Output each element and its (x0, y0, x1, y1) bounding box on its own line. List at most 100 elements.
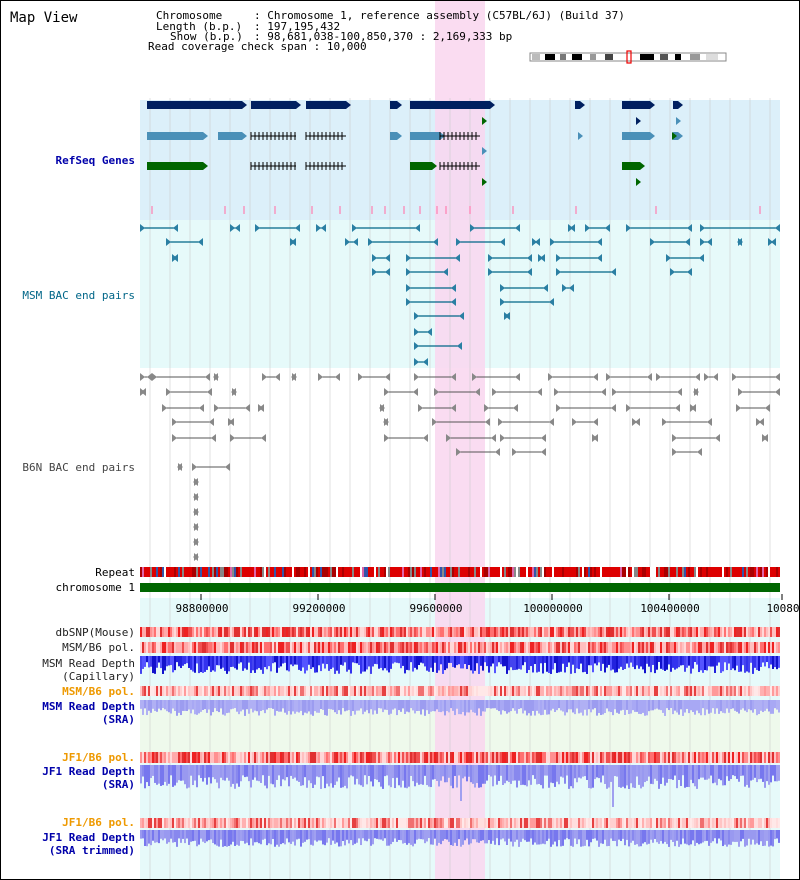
dbsnp-strip (534, 627, 536, 637)
bac-end (775, 373, 780, 381)
repeat-mark (272, 567, 274, 577)
jf1-pol2-strip (408, 818, 410, 828)
msm-pol-strip (462, 642, 464, 653)
jf1-trimmed-depth (462, 830, 464, 845)
msm-capillary-depth (374, 656, 376, 664)
jf1-pol2-strip (174, 818, 176, 828)
msm-sra-depth (232, 700, 234, 709)
jf1-sra-depth (432, 765, 434, 780)
msm-sra-depth (388, 700, 390, 715)
msm-sra-depth (400, 700, 402, 712)
msm-capillary-depth (492, 656, 494, 664)
dbsnp-strip (280, 627, 282, 637)
msm-pol2-strip (752, 686, 754, 696)
dbsnp-strip (292, 627, 294, 637)
msm-sra-depth (628, 700, 630, 715)
jf1-sra-depth (200, 765, 202, 779)
msm-pol2-strip (710, 686, 712, 696)
msm-pol-strip (396, 642, 398, 653)
msm-sra-depth (648, 700, 650, 712)
jf1-pol2-strip (692, 818, 694, 828)
msm-sra-depth (538, 700, 540, 714)
msm-sra-depth (668, 700, 670, 711)
jf1-trimmed-depth (324, 830, 326, 846)
jf1-pol-strip (764, 752, 766, 763)
jf1-pol2-strip (494, 818, 496, 828)
jf1-pol-strip (762, 752, 764, 763)
msm-pol-strip (498, 642, 500, 653)
dbsnp-strip (432, 627, 434, 637)
jf1-pol-strip (490, 752, 492, 763)
jf1-pol2-strip (670, 818, 672, 828)
jf1-trimmed-depth (176, 830, 178, 847)
repeat-mark (172, 567, 174, 577)
msm-pol-strip (608, 642, 610, 653)
jf1-pol2-strip (374, 818, 376, 828)
msm-sra-depth (326, 700, 328, 716)
repeat-mark (286, 567, 288, 577)
jf1-pol2-strip (332, 818, 334, 828)
repeat-mark (708, 567, 710, 577)
jf1-sra-depth (652, 765, 654, 785)
msm-capillary-depth (404, 656, 406, 674)
dbsnp-strip (374, 627, 376, 637)
msm-sra-depth (626, 700, 628, 710)
jf1-sra-depth (772, 765, 774, 776)
jf1-pol2-strip (568, 818, 570, 828)
jf1-pol2-strip (478, 818, 480, 828)
msm-capillary-depth (376, 656, 378, 665)
jf1-sra-depth (168, 765, 170, 784)
dbsnp-strip (620, 627, 622, 637)
jf1-pol-strip (342, 752, 344, 763)
msm-pol2-strip (158, 686, 160, 696)
dbsnp-strip (212, 627, 214, 637)
msm-pol-strip (408, 642, 410, 653)
jf1-sra-depth (606, 765, 608, 789)
repeat-mark (590, 567, 592, 577)
jf1-trimmed-depth (398, 830, 400, 840)
repeat-mark (546, 567, 548, 577)
msm-capillary-depth (460, 656, 462, 669)
bac-end (451, 284, 456, 292)
bac-end (414, 342, 419, 350)
jf1-pol2-strip (228, 818, 230, 828)
jf1-sra-depth (570, 765, 572, 787)
msm-pol-strip (680, 642, 682, 653)
msm-sra-depth (346, 700, 348, 711)
jf1-trimmed-depth (508, 830, 510, 839)
msm-capillary-depth (680, 656, 682, 666)
jf1-pol2-strip (724, 818, 726, 828)
dbsnp-strip (656, 627, 658, 637)
msm-pol2-strip (754, 686, 756, 696)
msm-capillary-depth (598, 656, 600, 663)
jf1-trimmed-depth (676, 830, 678, 841)
jf1-pol2-strip (722, 818, 724, 828)
msm-pol2-strip (772, 686, 774, 696)
jf1-pol-strip (514, 752, 516, 763)
msm-sra-depth (244, 700, 246, 716)
msm-pol-strip (540, 642, 542, 653)
jf1-sra-depth (424, 765, 426, 776)
msm-capillary-depth (756, 656, 758, 671)
msm-pol2-strip (238, 686, 240, 696)
jf1-pol2-strip (500, 818, 502, 828)
jf1-pol2-strip (614, 818, 616, 828)
dbsnp-strip (296, 627, 298, 637)
bac-end (193, 523, 198, 531)
jf1-pol2-strip (360, 818, 362, 828)
bac-end (691, 404, 696, 412)
msm-sra-depth (638, 700, 640, 714)
jf1-pol2-strip (300, 818, 302, 828)
jf1-trimmed-depth (742, 830, 744, 839)
jf1-pol-strip (548, 752, 550, 763)
msm-sra-depth (156, 700, 158, 712)
msm-capillary-depth (368, 656, 370, 667)
msm-pol2-strip (760, 686, 762, 696)
msm-pol2-strip (384, 686, 386, 696)
jf1-trimmed-depth (582, 830, 584, 847)
dbsnp-strip (486, 627, 488, 637)
dbsnp-strip (152, 627, 154, 637)
jf1-trimmed-depth (696, 830, 698, 843)
jf1-sra-depth (280, 765, 282, 787)
